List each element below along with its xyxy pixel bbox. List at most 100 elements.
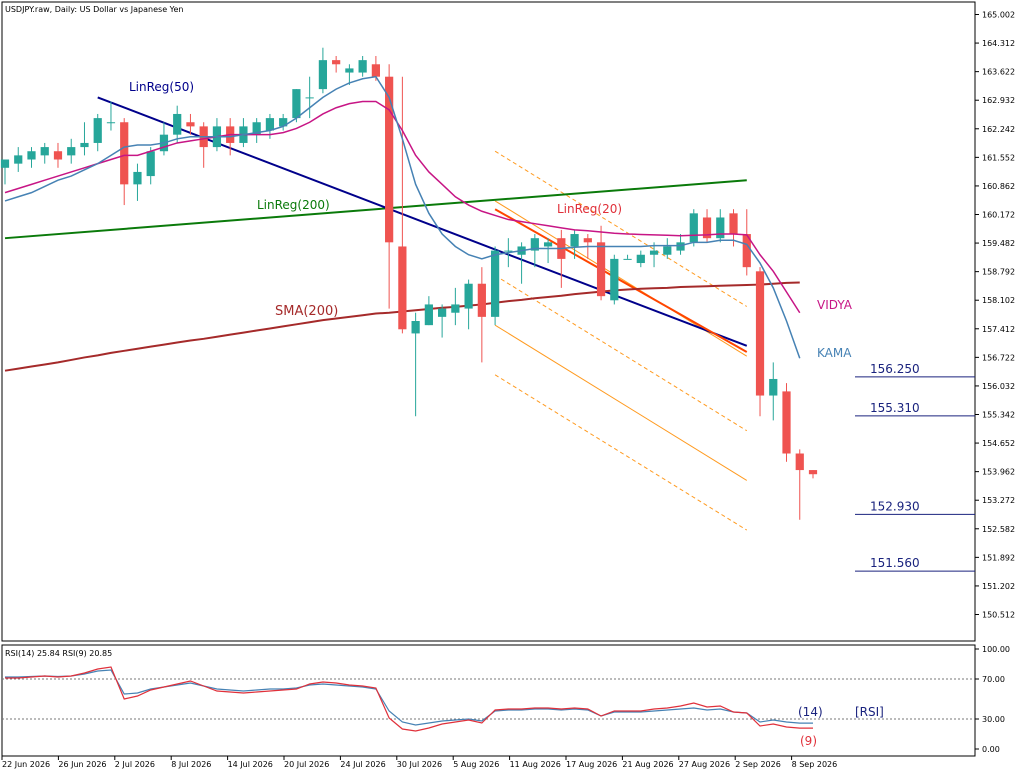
y-tick-label: 159.482 xyxy=(982,239,1015,248)
x-tick-label: 26 Jun 2026 xyxy=(58,760,106,769)
regression-channel-band xyxy=(494,275,748,432)
candle-body xyxy=(305,97,314,99)
vidya-label: VIDYA xyxy=(817,298,853,312)
y-tick-label: 160.172 xyxy=(982,211,1015,220)
candle-body xyxy=(676,242,685,251)
y-tick-label: 157.412 xyxy=(982,325,1015,334)
candle-body xyxy=(795,453,804,471)
y-tick-label: 163.622 xyxy=(982,68,1015,77)
y-tick-label: 156.722 xyxy=(982,353,1015,362)
candle-body xyxy=(120,122,129,185)
candle-body xyxy=(769,378,778,396)
candle-body xyxy=(80,142,89,148)
rsi9-line xyxy=(5,666,813,732)
candle-body xyxy=(345,68,354,73)
x-tick-label: 5 Aug 2026 xyxy=(453,760,499,769)
y-tick-label: 154.652 xyxy=(982,439,1015,448)
y-tick-label: 165.002 xyxy=(982,11,1015,20)
main-plot-frame xyxy=(1,1,976,642)
candle-body xyxy=(371,64,380,77)
candle-body xyxy=(385,76,394,243)
candle-body xyxy=(689,213,698,243)
candle-body xyxy=(106,122,116,124)
candle-body xyxy=(716,217,725,239)
candle-body xyxy=(490,250,500,317)
candle-body xyxy=(570,234,579,247)
candle-body xyxy=(265,118,275,131)
candle-body xyxy=(398,246,407,330)
x-tick-label: 21 Aug 2026 xyxy=(622,760,673,769)
candle-body xyxy=(292,89,301,119)
x-tick-label: 8 Jul 2026 xyxy=(171,760,211,769)
candle-body xyxy=(411,321,420,334)
y-tick-label: 151.892 xyxy=(982,553,1015,562)
candle-body xyxy=(14,155,23,164)
level-label: 151.560 xyxy=(870,556,920,570)
y-tick-label: 164.312 xyxy=(982,39,1015,48)
candle-body xyxy=(596,242,606,297)
x-tick-label: 14 Jul 2026 xyxy=(228,760,273,769)
y-tick-label: 156.032 xyxy=(982,382,1015,391)
rsi-tag-label: [RSI] xyxy=(855,705,884,719)
y-tick-label: 158.792 xyxy=(982,268,1015,277)
y-tick-label: 162.242 xyxy=(982,125,1015,134)
candle-body xyxy=(530,238,539,251)
y-tick-label: 158.102 xyxy=(982,296,1015,305)
vidya-line xyxy=(4,100,801,314)
y-tick-label: 150.512 xyxy=(982,611,1015,620)
x-tick-label: 2 Jul 2026 xyxy=(115,760,155,769)
y-tick-label: 153.272 xyxy=(982,496,1015,505)
candle-body xyxy=(583,238,592,243)
rsi9-label: (9) xyxy=(800,734,817,748)
candle-body xyxy=(623,258,632,260)
level-label: 155.310 xyxy=(870,401,920,415)
y-tick-label: 160.862 xyxy=(982,182,1015,191)
candle-body xyxy=(27,151,36,160)
y-tick-label: 152.582 xyxy=(982,525,1015,534)
rsi-plot-frame xyxy=(1,644,976,757)
rsi-tick-label: 0.00 xyxy=(982,745,1000,754)
linreg50-label: LinReg(50) xyxy=(129,80,194,94)
candle-body xyxy=(451,304,460,313)
linreg20-label: LinReg(20) xyxy=(557,202,622,216)
candle-body xyxy=(742,234,751,268)
y-tick-label: 161.552 xyxy=(982,153,1015,162)
candle-body xyxy=(464,283,473,309)
y-tick-label: 155.342 xyxy=(982,411,1015,420)
x-tick-label: 17 Aug 2026 xyxy=(566,760,617,769)
candle-body xyxy=(358,60,367,73)
regression-channel-band xyxy=(494,150,748,307)
candle-body xyxy=(610,258,619,301)
regression-channel-band xyxy=(494,374,748,531)
rsi-title: RSI(14) 25.84 RSI(9) 20.85 xyxy=(5,649,112,658)
candle-body xyxy=(702,217,712,239)
y-tick-label: 153.962 xyxy=(982,468,1015,477)
candle-body xyxy=(663,246,672,255)
candle-body xyxy=(67,147,76,156)
candle-body xyxy=(808,470,818,475)
x-tick-label: 8 Sep 2026 xyxy=(792,760,838,769)
x-tick-label: 2 Sep 2026 xyxy=(735,760,781,769)
trend-line xyxy=(494,208,748,353)
candle-body xyxy=(0,159,10,168)
candle-body xyxy=(332,60,341,65)
regression-channel-center xyxy=(494,324,748,481)
candle-body xyxy=(93,118,102,143)
candle-body xyxy=(636,254,645,264)
candle-body xyxy=(782,391,791,454)
trend-line xyxy=(4,179,747,240)
candle-body xyxy=(755,271,765,396)
rsi14-label: (14) xyxy=(798,705,823,719)
candle-body xyxy=(252,122,261,135)
candle-body xyxy=(543,242,553,247)
x-tick-label: 24 Jul 2026 xyxy=(340,760,385,769)
candle-body xyxy=(40,147,49,156)
kama-label: KAMA xyxy=(817,346,852,360)
level-label: 152.930 xyxy=(870,499,920,513)
rsi14-line xyxy=(5,669,813,726)
x-tick-label: 11 Aug 2026 xyxy=(510,760,561,769)
chart-title: USDJPY.raw, Daily: US Dollar vs Japanese… xyxy=(5,5,183,14)
candle-body xyxy=(504,250,513,252)
